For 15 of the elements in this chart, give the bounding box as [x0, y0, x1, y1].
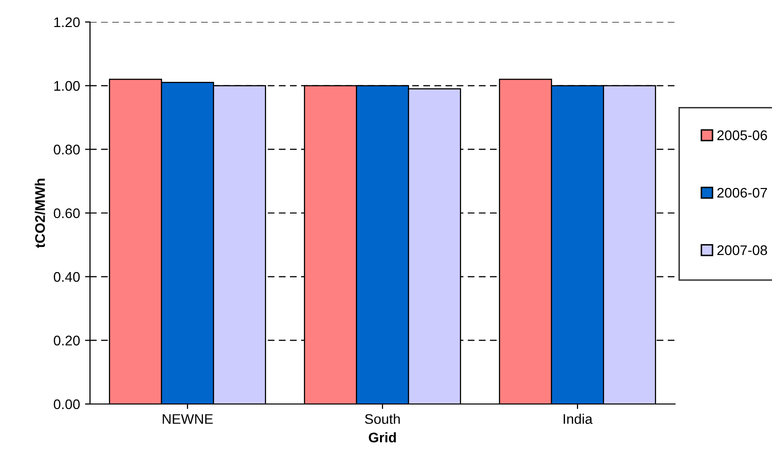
x-tick-label: South	[364, 414, 400, 424]
legend-label: 2006-07	[717, 188, 767, 198]
x-tick-label: NEWNE	[162, 414, 213, 424]
y-tick-label: 0.00	[54, 399, 80, 410]
y-tick-label: 0.40	[54, 272, 80, 282]
y-tick-label: 1.20	[54, 17, 80, 28]
y-axis-title: tCO2/MWh	[34, 178, 46, 248]
y-tick-label: 1.00	[54, 81, 80, 91]
legend-label: 2005-06	[717, 130, 768, 140]
y-tick-label: 0.60	[54, 208, 80, 218]
legend-label: 2007-08	[717, 245, 768, 256]
y-tick-label: 0.80	[54, 144, 80, 155]
x-tick-label: India	[564, 414, 593, 424]
y-tick-label: 0.20	[54, 336, 80, 346]
x-axis-title: Grid	[368, 432, 396, 442]
